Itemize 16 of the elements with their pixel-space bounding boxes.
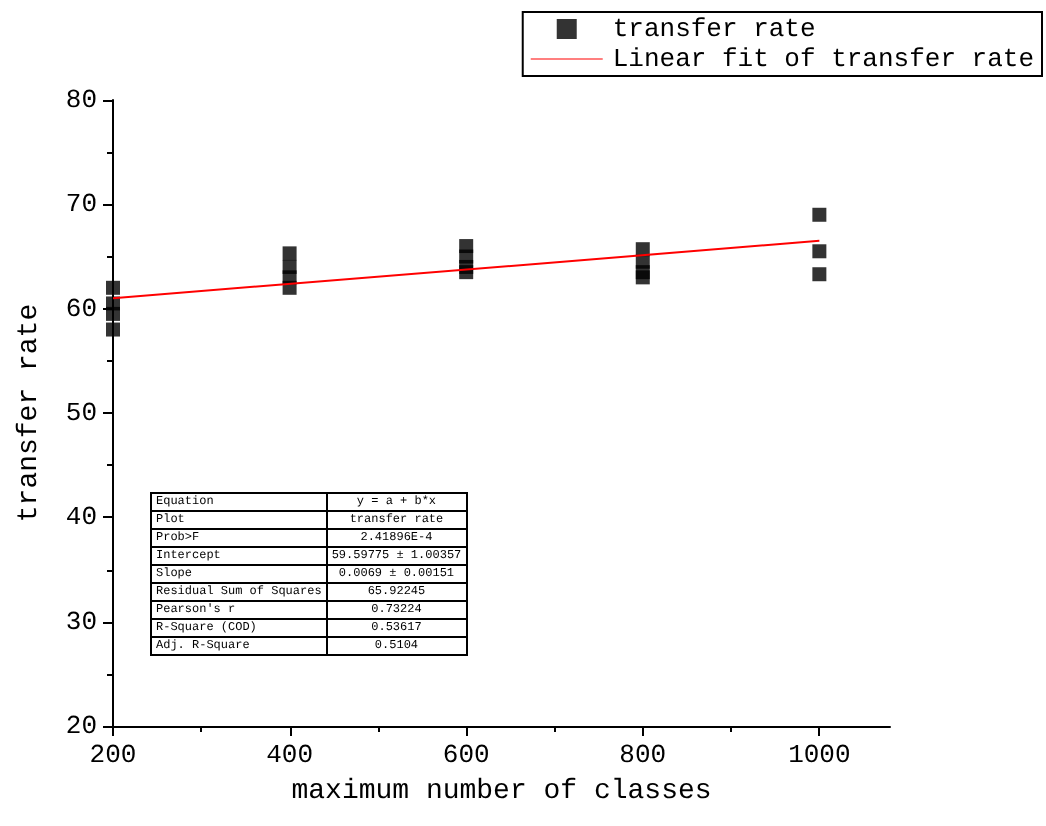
x-tick-label: 200 — [89, 740, 137, 770]
legend-label: Linear fit of transfer rate — [612, 44, 1035, 74]
x-tick-label: 800 — [619, 740, 667, 770]
y-tick-label: 30 — [65, 606, 97, 637]
x-axis-title: maximum number of classes — [291, 776, 712, 808]
y-tick-label: 20 — [65, 711, 97, 741]
x-tick-label: 1000 — [788, 740, 851, 770]
y-tick-label: 50 — [65, 398, 97, 428]
y-axis-title: transfer rate — [14, 303, 46, 523]
y-tick-label: 60 — [65, 293, 97, 324]
x-tick-label: 400 — [266, 740, 313, 770]
y-tick-label: 70 — [65, 189, 97, 220]
legend-label: transfer rate — [612, 14, 816, 44]
y-tick-label: 80 — [65, 85, 97, 115]
y-tick-label: 40 — [65, 502, 97, 533]
x-tick-label: 600 — [442, 740, 490, 770]
